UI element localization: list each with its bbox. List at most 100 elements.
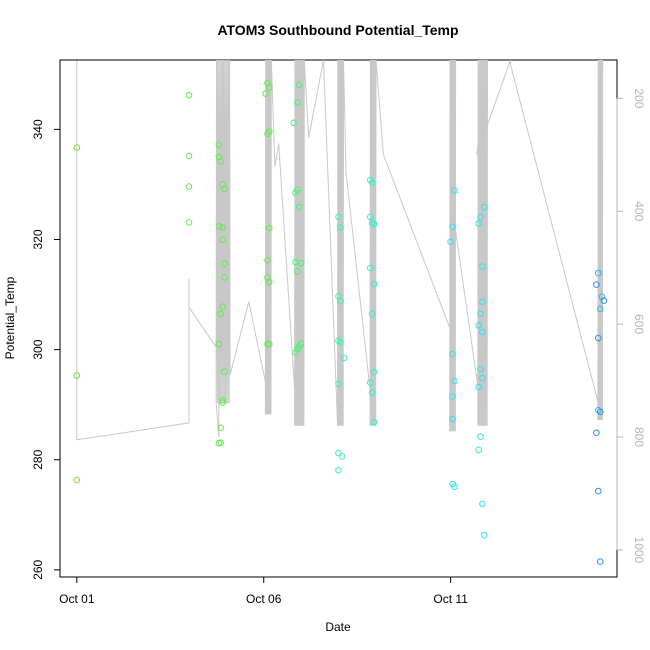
- data-point: [367, 213, 374, 221]
- data-point: [266, 340, 273, 348]
- data-point: [368, 179, 376, 187]
- data-point: [596, 305, 604, 313]
- data-point: [185, 219, 193, 226]
- data-point: [479, 500, 486, 508]
- data-point: [479, 298, 486, 306]
- data-point: [370, 368, 378, 376]
- y-right-tick-label: 1000: [632, 537, 646, 564]
- y-tick-label: 280: [31, 449, 45, 469]
- data-point: [335, 449, 342, 457]
- chart-title: ATOM3 Southbound Potential_Temp: [217, 22, 458, 38]
- data-point: [477, 365, 484, 373]
- data-point: [595, 269, 602, 277]
- data-point: [477, 213, 484, 221]
- data-point: [266, 224, 273, 232]
- data-point: [335, 213, 342, 221]
- data-point: [477, 310, 484, 318]
- data-point: [475, 383, 483, 391]
- y-tick-label: 340: [31, 119, 45, 139]
- data-point: [73, 372, 81, 379]
- data-point: [73, 144, 81, 151]
- x-tick-label: Oct 11: [433, 592, 468, 606]
- data-point: [337, 339, 344, 346]
- data-point: [294, 99, 301, 106]
- data-point: [600, 297, 608, 304]
- data-point: [367, 379, 374, 386]
- data-point: [185, 91, 193, 99]
- y-axis-right: 200 400 600 800 1000: [616, 88, 646, 564]
- data-point: [221, 274, 228, 281]
- data-point: [264, 274, 271, 281]
- data-point: [593, 281, 600, 288]
- data-point: [264, 340, 271, 348]
- data-point: [262, 90, 269, 97]
- data-point: [217, 439, 224, 447]
- data-point: [449, 223, 456, 231]
- y-tick-label: 260: [31, 560, 45, 580]
- data-point: [477, 433, 484, 440]
- data-point: [479, 374, 486, 382]
- data-point: [294, 268, 301, 275]
- y-tick-label: 320: [31, 229, 45, 249]
- y-right-tick-label: 600: [632, 314, 646, 334]
- data-point: [292, 349, 299, 356]
- data-point: [451, 187, 458, 194]
- data-point: [479, 328, 486, 336]
- data-point: [221, 368, 228, 375]
- data-point: [449, 350, 456, 358]
- data-point: [219, 224, 226, 231]
- data-point: [337, 297, 344, 305]
- data-point: [338, 453, 346, 460]
- data-point: [292, 189, 299, 196]
- data-point: [264, 130, 271, 138]
- data-point: [335, 466, 342, 474]
- flight-track-line: [76, 60, 604, 441]
- y-right-tick-label: 800: [632, 427, 646, 447]
- y-right-tick-label: 400: [632, 201, 646, 221]
- data-point: [475, 322, 483, 329]
- data-point: [221, 260, 228, 268]
- data-point: [264, 79, 271, 87]
- tracks-group: [76, 60, 604, 441]
- data-point: [264, 257, 271, 264]
- data-point: [335, 380, 342, 388]
- data-point: [219, 399, 226, 406]
- data-point: [449, 393, 456, 400]
- points-group: [73, 79, 608, 565]
- x-axis-label: Date: [325, 620, 351, 634]
- data-point: [340, 354, 348, 362]
- data-point: [595, 487, 602, 495]
- data-point: [370, 280, 378, 288]
- data-point: [449, 415, 456, 423]
- data-point: [447, 238, 454, 245]
- data-point: [451, 483, 458, 491]
- data-point: [368, 310, 376, 318]
- data-point: [295, 81, 303, 89]
- data-point: [219, 397, 226, 404]
- data-point: [266, 278, 273, 286]
- y-tick-label: 300: [31, 339, 45, 359]
- data-point: [185, 152, 193, 160]
- x-tick-label: Oct 01: [59, 592, 95, 606]
- x-axis: Oct 01 Oct 06 Oct 11: [59, 576, 468, 606]
- data-point: [451, 377, 458, 385]
- data-point: [598, 293, 606, 301]
- data-point: [217, 424, 224, 432]
- data-point: [596, 408, 604, 416]
- data-point: [368, 389, 376, 396]
- data-point: [295, 203, 303, 211]
- data-point: [367, 264, 374, 272]
- data-point: [290, 119, 297, 127]
- data-point: [297, 259, 305, 267]
- data-point: [479, 263, 486, 270]
- x-tick-label: Oct 06: [246, 592, 282, 606]
- data-point: [335, 337, 342, 345]
- data-point: [73, 476, 81, 484]
- y-right-tick-label: 200: [632, 88, 646, 108]
- data-point: [215, 223, 223, 230]
- data-point: [337, 224, 344, 231]
- data-point: [595, 406, 602, 414]
- data-point: [370, 419, 378, 426]
- data-point: [217, 310, 224, 318]
- data-point: [215, 153, 223, 161]
